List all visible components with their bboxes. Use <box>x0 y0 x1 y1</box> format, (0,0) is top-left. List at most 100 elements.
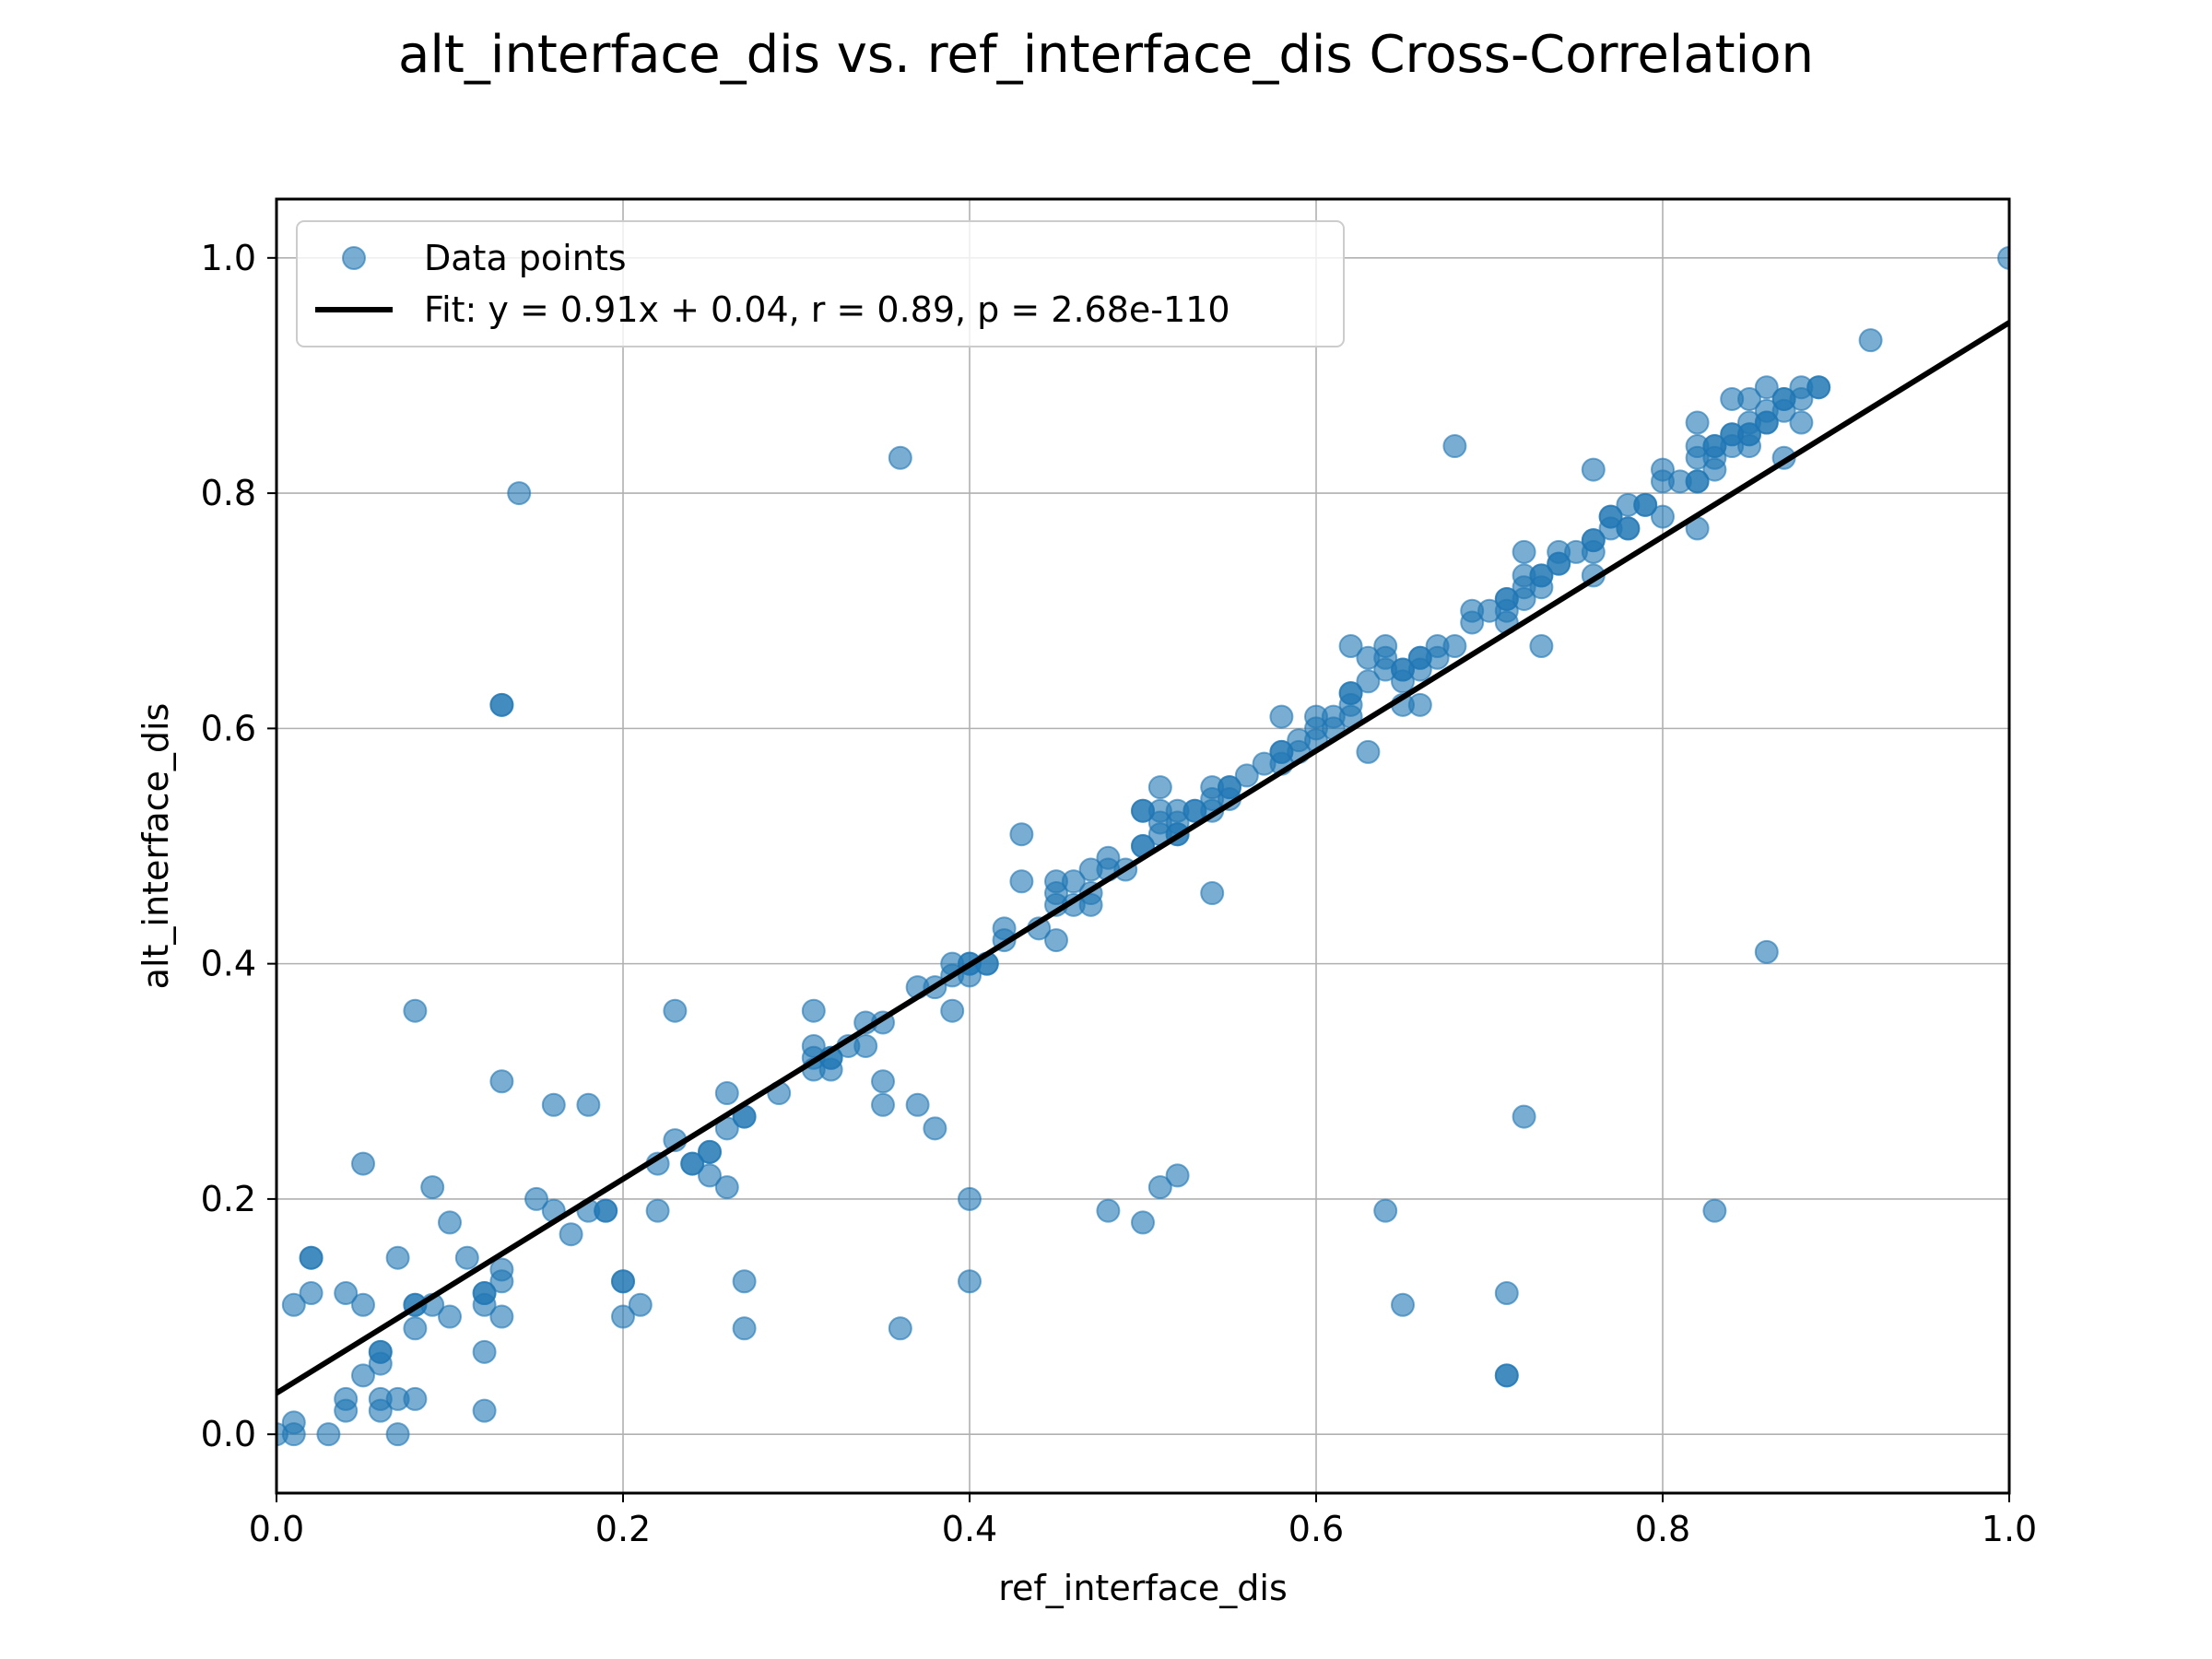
scatter-point <box>1633 492 1658 517</box>
scatter-point <box>489 1257 514 1282</box>
scatter-point <box>1702 1198 1727 1223</box>
scatter-point <box>1754 375 1779 400</box>
scatter-point <box>1356 739 1381 764</box>
grid-lines <box>276 199 2010 1493</box>
chart-title: alt_interface_dis vs. ref_interface_dis … <box>398 25 1814 85</box>
y-axis-label: alt_interface_dis <box>135 703 176 990</box>
scatter-point <box>1044 928 1068 953</box>
legend-label-fit-line: Fit: y = 0.91x + 0.04, r = 0.89, p = 2.6… <box>424 289 1230 330</box>
scatter-point <box>905 1092 930 1117</box>
scatter-point <box>1200 881 1225 906</box>
scatter-point <box>1529 634 1554 659</box>
scatter-point <box>1338 634 1363 659</box>
scatter-point <box>489 1069 514 1094</box>
scatter-point <box>853 1033 878 1058</box>
scatter-point <box>871 1069 895 1094</box>
scatter-point <box>489 692 514 717</box>
scatter-point <box>680 1151 705 1176</box>
scatter-point <box>1581 457 1606 482</box>
scatter-point <box>611 1269 635 1294</box>
x-tick-label: 0.0 <box>249 1509 304 1549</box>
scatter-point <box>524 1186 548 1211</box>
scatter-point <box>1009 822 1034 847</box>
scatter-point <box>888 1316 912 1341</box>
legend-marker-data-points <box>342 246 366 270</box>
scatter-point <box>732 1316 757 1341</box>
scatter-point <box>1391 1292 1415 1317</box>
scatter-point <box>1858 328 1883 353</box>
scatter-point <box>559 1222 583 1247</box>
scatter-point <box>351 1292 375 1317</box>
scatter-point <box>489 1304 514 1329</box>
scatter-point <box>1616 516 1641 541</box>
y-tick-label: 0.0 <box>201 1414 256 1454</box>
scatter-point <box>368 1339 393 1364</box>
scatter-point <box>541 1092 566 1117</box>
scatter-point <box>334 1386 359 1411</box>
y-axis-ticks: 0.0 0.2 0.4 0.6 0.8 1.0 <box>201 238 276 1454</box>
scatter-point <box>1165 1163 1190 1188</box>
y-tick-label: 0.8 <box>201 473 256 513</box>
x-axis-ticks: 0.0 0.2 0.4 0.6 0.8 1.0 <box>249 1493 2037 1549</box>
scatter-point <box>1147 775 1172 800</box>
scatter-point <box>403 1316 428 1341</box>
fit-line-layer <box>276 319 2009 1397</box>
scatter-point <box>1009 869 1034 894</box>
scatter-point <box>1529 563 1554 588</box>
scatter-point <box>1407 692 1432 717</box>
scatter-point <box>1147 1175 1172 1200</box>
scatter-point <box>385 1422 410 1447</box>
scatter-point <box>1789 410 1814 435</box>
scatter-point <box>923 1116 947 1141</box>
fit-line <box>276 319 2009 1397</box>
scatter-point <box>1373 1198 1398 1223</box>
scatter-point <box>1494 1363 1519 1388</box>
scatter-point <box>801 998 826 1023</box>
scatter-point <box>281 1292 306 1317</box>
scatter-point <box>940 998 965 1023</box>
scatter-points <box>276 245 2009 1447</box>
legend: Data points Fit: y = 0.91x + 0.04, r = 0… <box>296 220 1345 347</box>
scatter-point <box>714 1081 739 1106</box>
y-tick-label: 0.6 <box>201 708 256 748</box>
legend-label-data-points: Data points <box>424 238 627 278</box>
scatter-point <box>1754 939 1779 964</box>
scatter-point <box>1598 504 1623 529</box>
scatter-point <box>888 445 912 470</box>
y-tick-label: 0.2 <box>201 1179 256 1219</box>
scatter-point <box>281 1422 306 1447</box>
scatter-point <box>1806 375 1831 400</box>
scatter-point <box>1512 539 1536 564</box>
scatter-point <box>698 1163 722 1188</box>
x-tick-label: 0.4 <box>942 1509 997 1549</box>
scatter-point <box>385 1245 410 1270</box>
y-tick-label: 0.4 <box>201 944 256 984</box>
scatter-point <box>1685 469 1710 494</box>
scatter-point <box>403 1386 428 1411</box>
scatter-point <box>1131 1210 1155 1235</box>
scatter-point <box>299 1245 324 1270</box>
x-tick-label: 0.6 <box>1288 1509 1344 1549</box>
scatter-point <box>594 1198 618 1223</box>
scatter-point <box>871 1092 895 1117</box>
scatter-point <box>1442 634 1467 659</box>
scatter-point <box>1096 845 1121 870</box>
scatter-point <box>334 1281 359 1306</box>
scatter-point <box>1373 634 1398 659</box>
x-tick-label: 1.0 <box>1982 1509 2037 1549</box>
scatter-point <box>1234 763 1259 788</box>
scatter-point <box>351 1151 375 1176</box>
y-tick-label: 1.0 <box>201 238 256 278</box>
scatter-point <box>438 1210 462 1235</box>
scatter-point <box>958 1269 982 1294</box>
scatter-point <box>1997 245 2009 270</box>
scatter-point <box>698 1139 722 1164</box>
scatter-point <box>351 1363 375 1388</box>
scatter-point <box>316 1422 341 1447</box>
scatter-point <box>992 916 1017 941</box>
scatter-point <box>1581 528 1606 553</box>
scatter-point <box>299 1281 324 1306</box>
scatter-point <box>438 1304 462 1329</box>
scatter-point <box>1651 457 1675 482</box>
legend-box <box>296 220 1345 347</box>
